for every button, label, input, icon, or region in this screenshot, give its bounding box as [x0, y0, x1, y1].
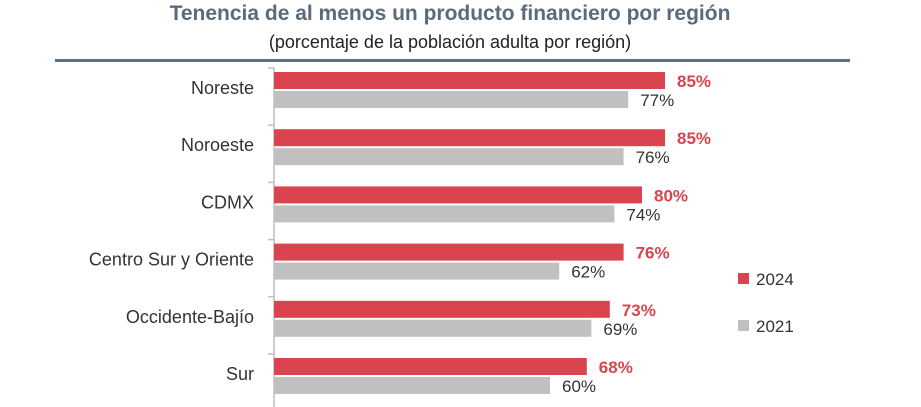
data-label-2021-1: 76% — [636, 148, 670, 167]
bar-2021-2 — [274, 205, 615, 223]
data-label-2024-3: 76% — [636, 244, 670, 263]
data-label-2021-2: 74% — [626, 205, 660, 224]
data-label-2024-2: 80% — [654, 186, 688, 205]
bar-2024-1 — [274, 129, 665, 147]
category-label: Occidente-Bajío — [126, 307, 254, 327]
data-label-2021-0: 77% — [640, 91, 674, 110]
category-label: Sur — [226, 364, 254, 384]
bar-2021-1 — [274, 148, 624, 166]
bar-2024-0 — [274, 72, 665, 89]
data-label-2024-4: 73% — [622, 301, 656, 320]
title-rule — [55, 59, 850, 62]
legend-label-2024: 2024 — [756, 270, 794, 289]
bar-2024-3 — [274, 243, 624, 261]
bar-2024-5 — [274, 358, 587, 375]
data-label-2021-3: 62% — [571, 263, 605, 282]
data-label-2021-4: 69% — [603, 320, 637, 339]
bar-2024-2 — [274, 186, 642, 204]
chart-title: Tenencia de al menos un producto financi… — [169, 2, 731, 25]
legend-label-2021: 2021 — [756, 317, 794, 336]
category-label: Noroeste — [181, 135, 254, 155]
bar-2021-0 — [274, 91, 629, 108]
legend-swatch-2024 — [738, 273, 749, 284]
data-label-2024-5: 68% — [599, 358, 633, 377]
data-label-2024-0: 85% — [677, 72, 711, 91]
bar-2021-3 — [274, 262, 560, 280]
category-label: Centro Sur y Oriente — [89, 250, 254, 270]
category-label: Noreste — [191, 78, 254, 98]
bar-2024-4 — [274, 300, 610, 318]
category-label: CDMX — [201, 192, 254, 212]
chart-subtitle: (porcentaje de la población adulta por r… — [268, 32, 632, 52]
bar-2021-4 — [274, 319, 592, 337]
legend-swatch-2021 — [738, 320, 749, 331]
data-label-2021-5: 60% — [562, 377, 596, 396]
bar-2021-5 — [274, 377, 550, 394]
data-label-2024-1: 85% — [677, 129, 711, 148]
